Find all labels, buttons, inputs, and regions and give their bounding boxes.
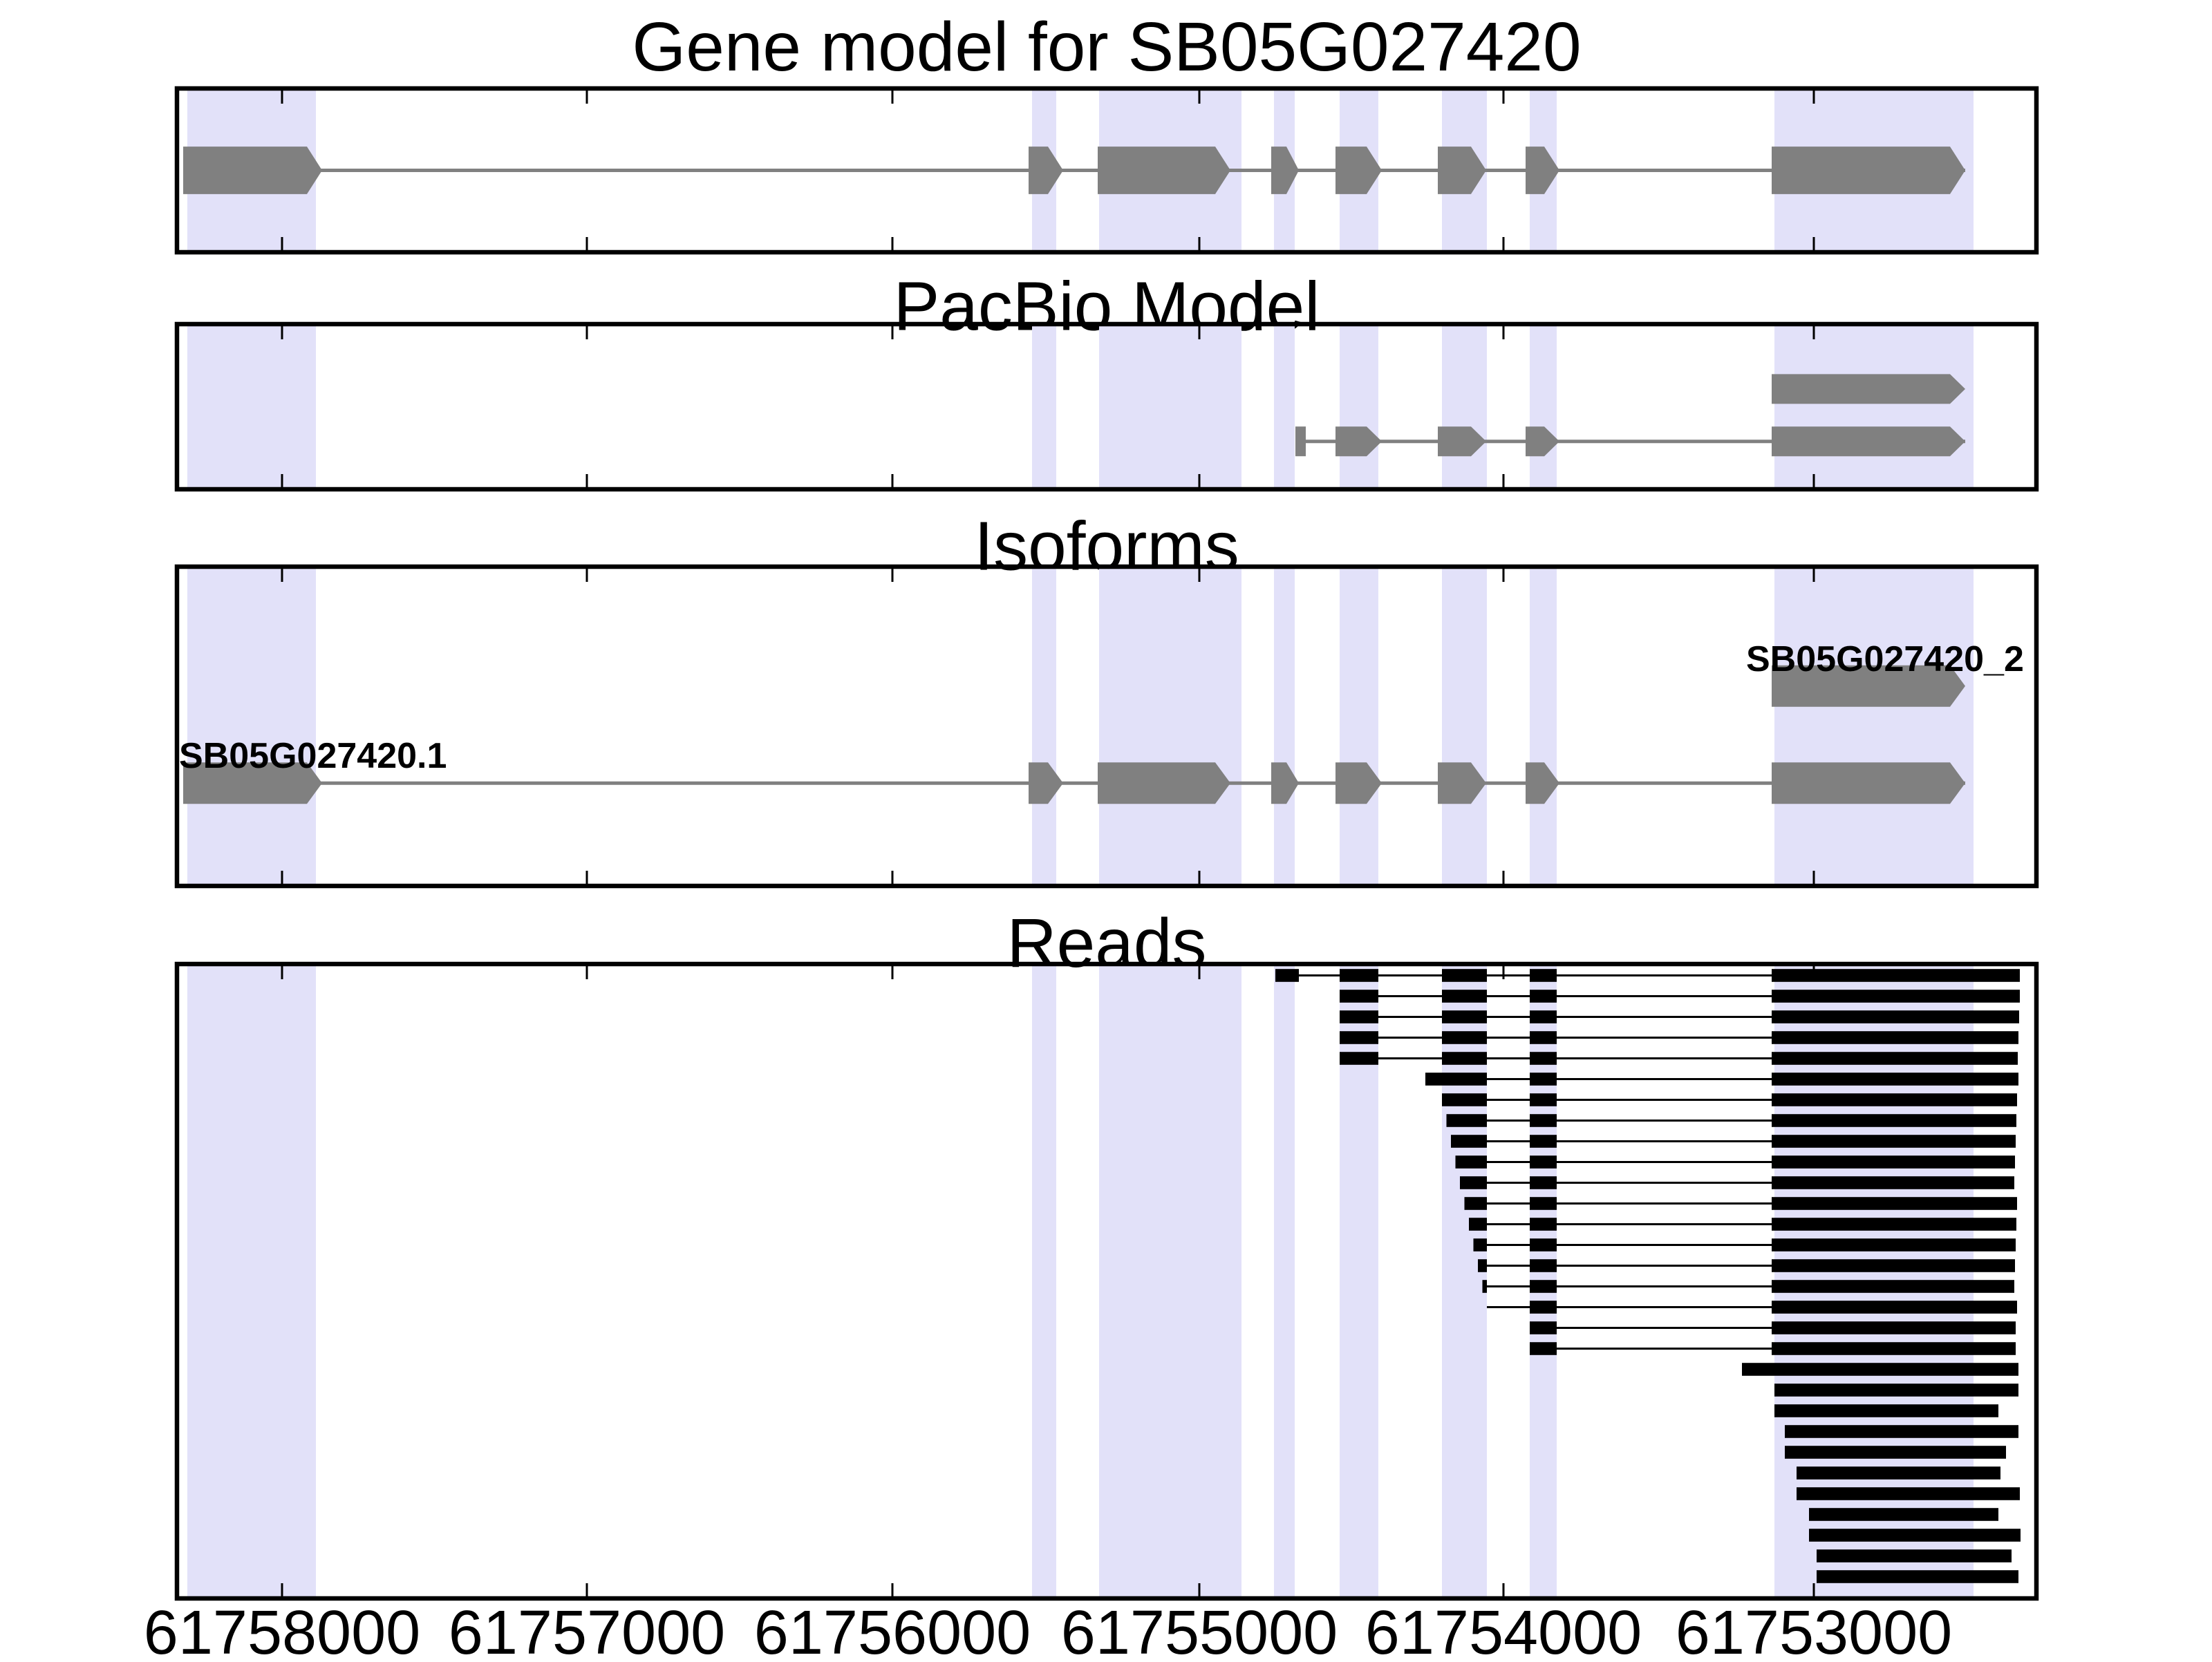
- svg-text:61753000: 61753000: [1676, 1598, 1952, 1659]
- svg-text:Gene model for SB05G027420: Gene model for SB05G027420: [632, 8, 1581, 86]
- svg-text:61754000: 61754000: [1365, 1598, 1642, 1659]
- svg-text:SB05G027420.1: SB05G027420.1: [179, 736, 447, 776]
- svg-text:61757000: 61757000: [449, 1598, 725, 1659]
- svg-text:61755000: 61755000: [1061, 1598, 1338, 1659]
- svg-text:61758000: 61758000: [144, 1598, 420, 1659]
- svg-text:SB05G027420_2: SB05G027420_2: [1746, 639, 2024, 679]
- svg-text:61756000: 61756000: [754, 1598, 1031, 1659]
